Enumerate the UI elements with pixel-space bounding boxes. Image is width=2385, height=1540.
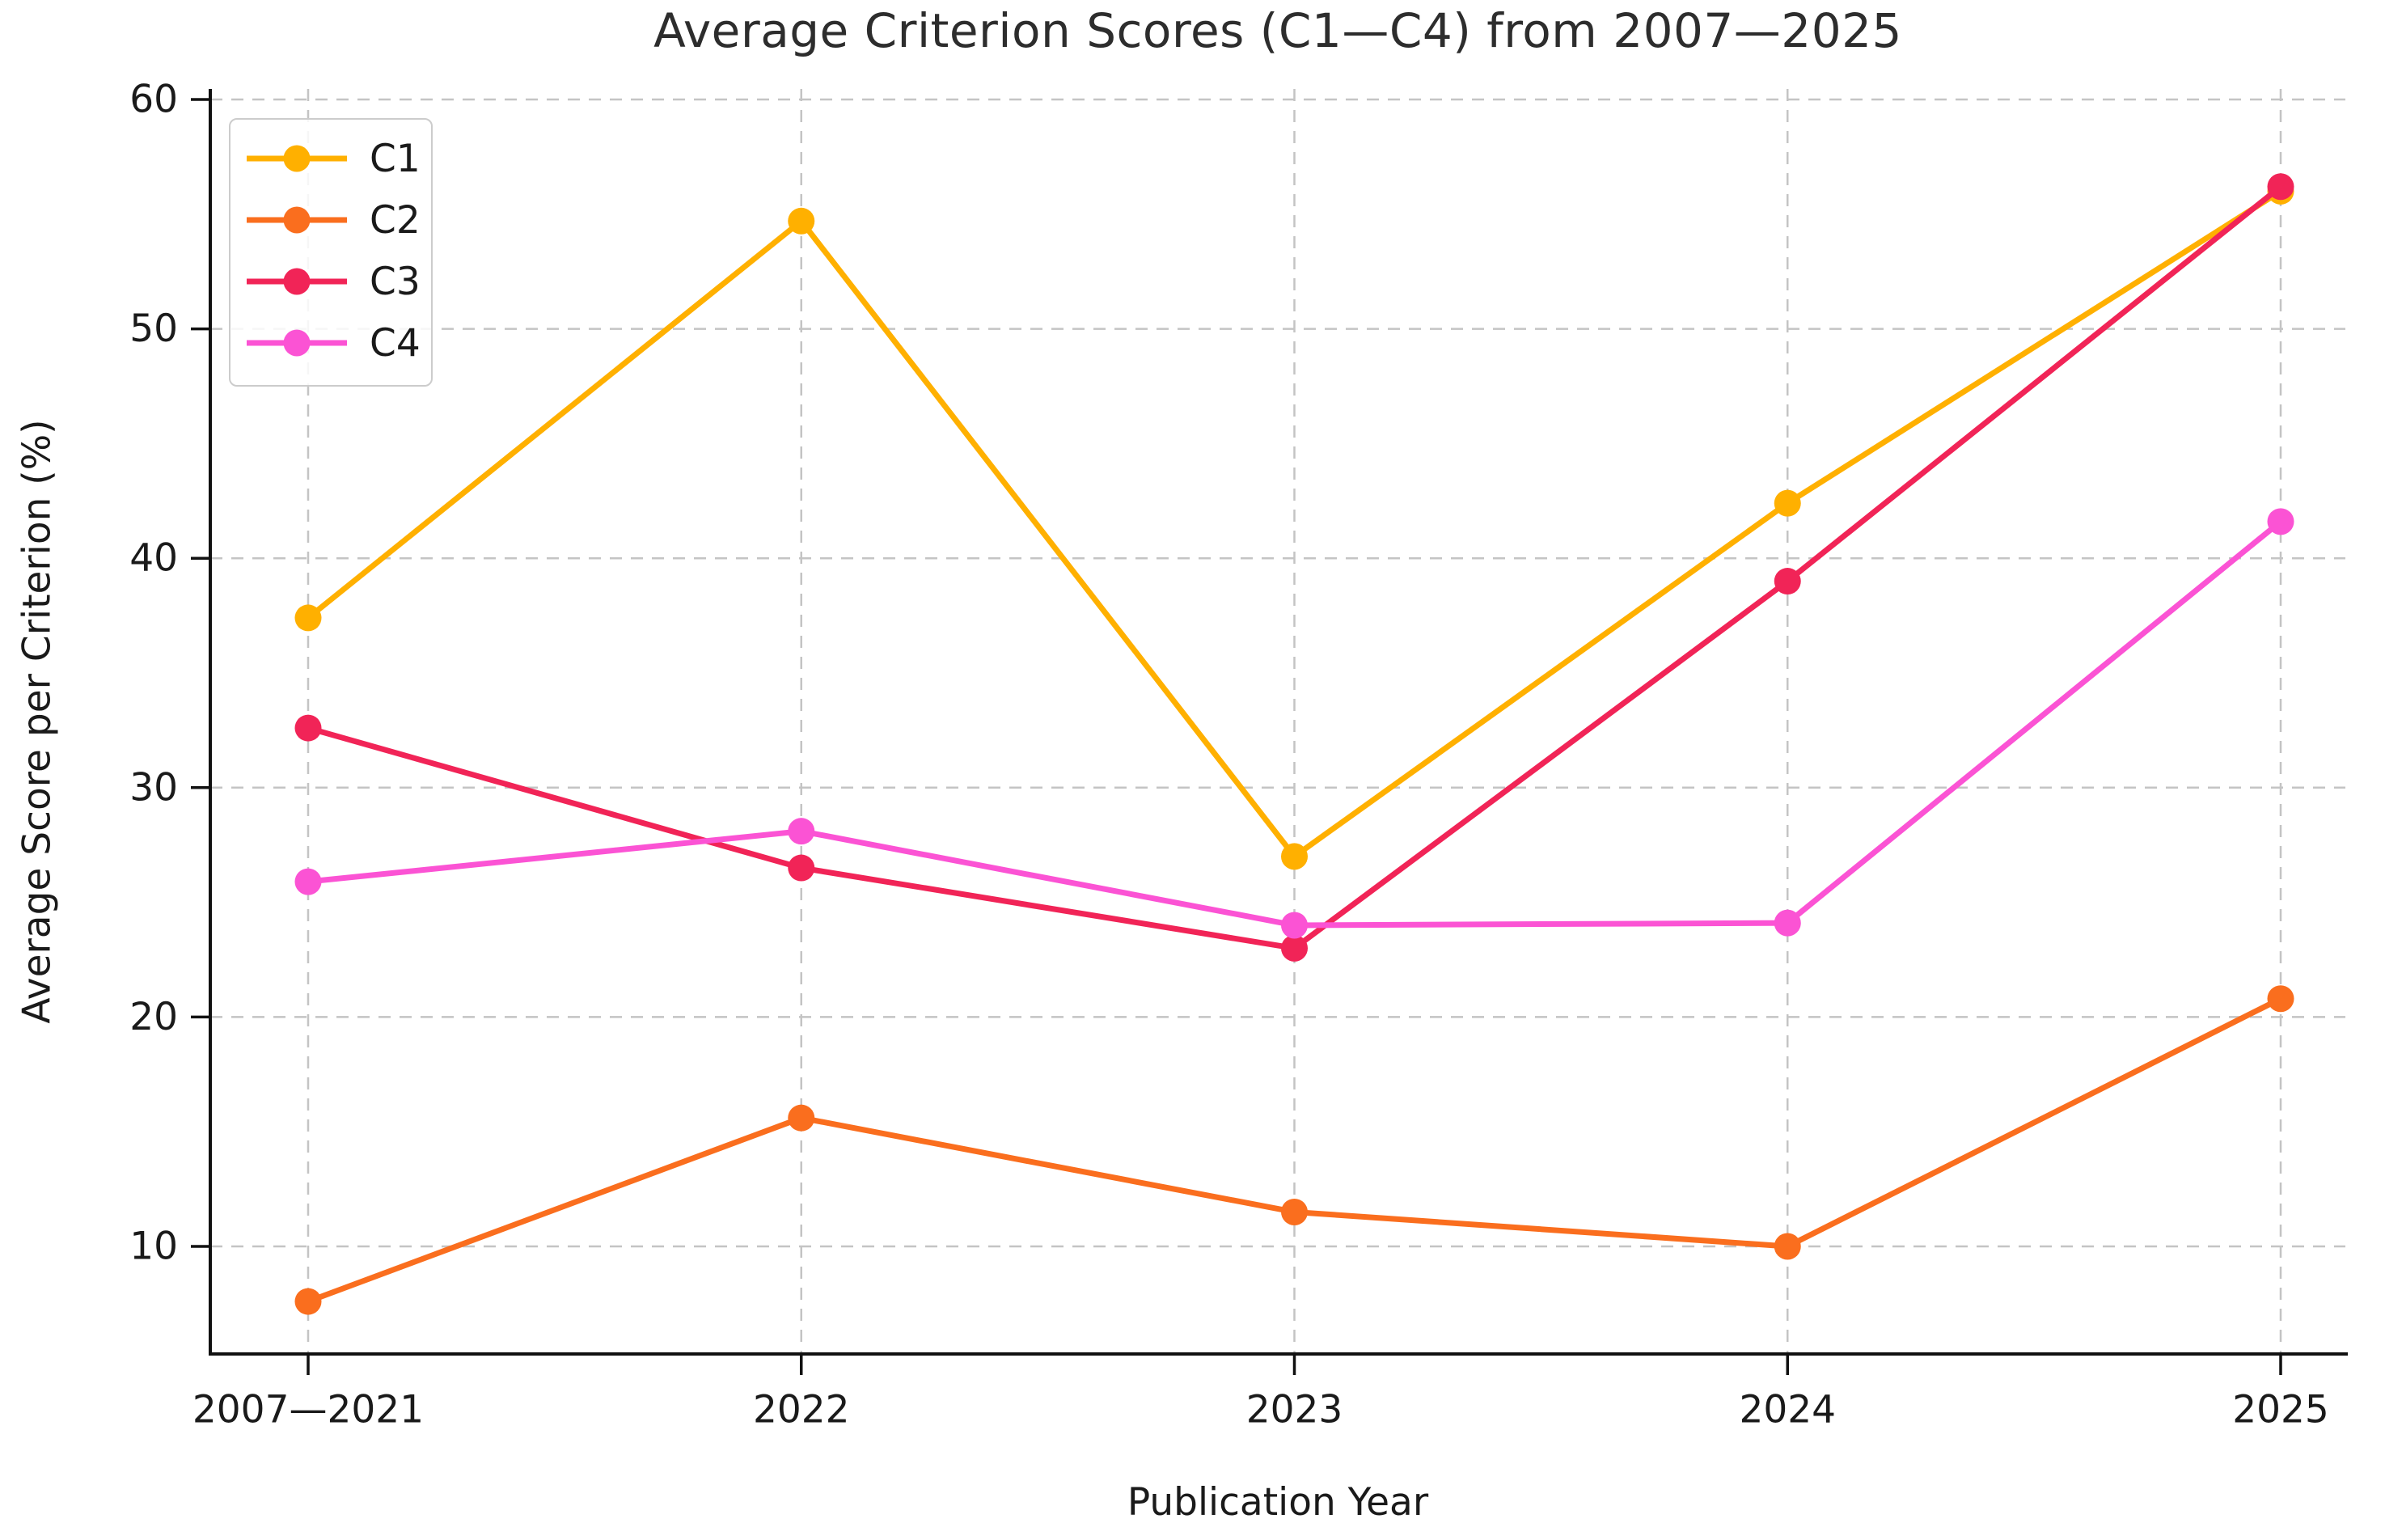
y-tick-label: 50 <box>129 307 178 351</box>
x-tick-label: 2023 <box>1246 1387 1343 1432</box>
y-axis-label: Average Score per Criterion (%) <box>15 419 60 1024</box>
data-point-C3-2024 <box>1774 568 1801 595</box>
data-point-C4-2025 <box>2267 508 2294 535</box>
legend-label: C2 <box>370 197 421 243</box>
data-point-C1-2022 <box>788 207 815 235</box>
y-tick-label: 20 <box>129 995 178 1039</box>
data-point-C1-2024 <box>1774 489 1801 517</box>
data-point-C3-2023 <box>1281 934 1308 962</box>
y-tick-label: 10 <box>129 1225 178 1269</box>
data-point-C4-2024 <box>1774 909 1801 937</box>
legend-marker-icon <box>247 145 347 172</box>
data-point-C2-2024 <box>1774 1233 1801 1260</box>
x-tick-label: 2022 <box>753 1387 850 1432</box>
data-point-C4-2007—2021 <box>294 868 322 895</box>
data-point-C4-2022 <box>788 818 815 845</box>
y-tick-label: 60 <box>129 78 178 122</box>
y-tick-label: 30 <box>129 765 178 810</box>
y-tick-label: 40 <box>129 536 178 581</box>
legend-label: C3 <box>370 259 421 304</box>
data-point-C2-2023 <box>1281 1198 1308 1225</box>
chart-title: Average Criterion Scores (C1—C4) from 20… <box>653 3 1902 58</box>
data-point-C2-2022 <box>788 1104 815 1132</box>
legend-marker-icon <box>247 329 347 357</box>
legend-item-C4: C4 <box>230 312 431 374</box>
legend-item-C2: C2 <box>230 189 431 251</box>
x-tick-label: 2007—2021 <box>192 1387 424 1432</box>
data-point-C3-2025 <box>2267 173 2294 201</box>
data-point-C4-2023 <box>1281 912 1308 939</box>
x-tick-label: 2025 <box>2232 1387 2329 1432</box>
legend: C1 C2 C3 C4 <box>229 118 433 387</box>
legend-marker-icon <box>247 268 347 295</box>
legend-label: C4 <box>370 320 421 366</box>
x-axis-label: Publication Year <box>1127 1480 1429 1525</box>
data-point-C1-2023 <box>1281 843 1308 870</box>
data-point-C3-2022 <box>788 854 815 882</box>
data-point-C2-2007—2021 <box>294 1288 322 1315</box>
data-point-C2-2025 <box>2267 985 2294 1013</box>
data-point-C1-2007—2021 <box>294 604 322 632</box>
legend-item-C3: C3 <box>230 251 431 312</box>
legend-item-C1: C1 <box>230 128 431 189</box>
x-tick-label: 2024 <box>1739 1387 1836 1432</box>
legend-marker-icon <box>247 206 347 234</box>
legend-label: C1 <box>370 136 421 181</box>
series-line-C1 <box>305 188 2284 860</box>
data-point-C3-2007—2021 <box>294 714 322 742</box>
